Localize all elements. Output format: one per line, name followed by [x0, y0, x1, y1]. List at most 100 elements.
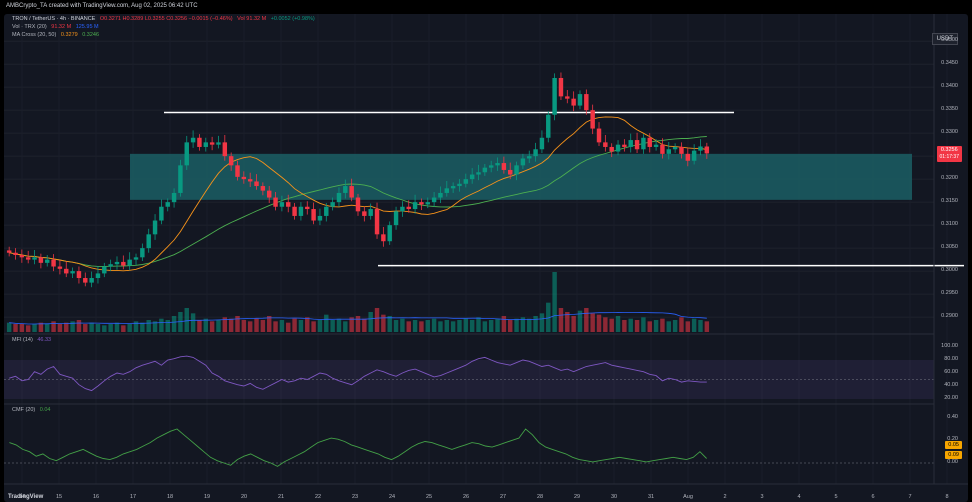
volume-bar: [596, 314, 602, 332]
legend-ma-v2: 0.3246: [82, 32, 100, 38]
volume-bar: [590, 313, 595, 332]
candle-body: [197, 137, 202, 147]
time-tick-label: 15: [55, 494, 63, 500]
volume-bar: [89, 322, 94, 332]
candle-body: [254, 181, 259, 187]
chart-credit-header: AMBCrypto_TA created with TradingView.co…: [6, 3, 198, 9]
candle-body: [203, 142, 209, 147]
volume-bar: [133, 321, 139, 332]
candle-body: [19, 255, 25, 258]
candle-body: [305, 206, 310, 210]
volume-bar: [482, 321, 488, 332]
time-tick-label: Aug: [683, 494, 693, 500]
volume-bar: [425, 320, 430, 332]
candle-body: [247, 179, 253, 182]
last-price-countdown: 01:17:37: [939, 154, 959, 161]
legend-vol: Vol 91.32 M: [237, 16, 267, 22]
volume-bar: [488, 320, 494, 332]
volume-bar: [127, 324, 132, 332]
volume-bar: [228, 318, 234, 332]
volume-bar: [527, 318, 532, 332]
candle-body: [653, 144, 659, 147]
candle-body: [336, 192, 342, 203]
volume-bar: [463, 318, 469, 332]
candle-body: [6, 250, 12, 253]
volume-bar: [368, 312, 373, 332]
legend-ohlc: O0.3271 H0.3289 L0.3255 C0.3256 −0.0015 …: [99, 16, 233, 22]
price-tick-label: 0.3150: [941, 198, 958, 205]
candle-body: [165, 202, 170, 207]
candle-body: [51, 259, 56, 267]
volume-bar: [222, 317, 228, 332]
candle-body: [83, 278, 88, 283]
time-tick-label: 30: [610, 494, 618, 500]
candle-body: [286, 202, 291, 207]
volume-bar: [628, 318, 633, 332]
candle-body: [501, 163, 507, 170]
currency-button[interactable]: USDT: [931, 33, 958, 45]
candle-body: [450, 186, 456, 189]
volume-bar: [254, 318, 259, 332]
chart-area[interactable]: USDT TRON / TetherUS · 4h · BINANCE O0.3…: [4, 14, 968, 502]
volume-average-line: [9, 311, 707, 325]
tradingview-logo: TradingView: [8, 494, 44, 500]
volume-bar: [330, 320, 335, 332]
mfi-tick-label: 80.00: [944, 356, 958, 362]
price-tick-label: 0.2900: [941, 313, 958, 320]
volume-bar: [514, 318, 519, 332]
volume-bar: [298, 320, 304, 332]
candle-body: [552, 77, 557, 115]
price-chart-svg[interactable]: [4, 14, 968, 502]
legend-symbol-row[interactable]: TRON / TetherUS · 4h · BINANCE O0.3271 H…: [12, 16, 315, 22]
legend-cmf-label: CMF (20): [12, 407, 36, 413]
candle-body: [507, 169, 513, 175]
time-tick-label: 17: [129, 494, 137, 500]
volume-bar: [431, 318, 437, 332]
candle-body: [691, 150, 697, 161]
candle-body: [209, 142, 215, 145]
volume-bar: [476, 317, 481, 332]
candle-body: [184, 142, 189, 166]
candle-body: [660, 144, 665, 154]
legend-ma-row[interactable]: MA Cross (20, 50) 0.3279 0.3246: [12, 32, 99, 38]
legend-mfi-value: 46.33: [37, 337, 52, 343]
volume-bar: [171, 316, 177, 332]
legend-mfi-label: MFI (14): [12, 337, 33, 343]
candle-body: [32, 257, 37, 260]
time-tick-label: 25: [425, 494, 433, 500]
volume-bar: [140, 322, 145, 332]
last-price-value: 0.3256: [940, 147, 958, 154]
volume-bar: [507, 320, 513, 332]
time-tick-label: 14: [18, 494, 26, 500]
time-tick-label: 24: [388, 494, 396, 500]
candle-body: [260, 186, 266, 191]
candle-body: [527, 156, 532, 159]
volume-bar: [159, 318, 164, 332]
candle-body: [685, 153, 691, 161]
volume-bar: [70, 321, 75, 332]
volume-bar: [641, 317, 646, 332]
candle-body: [698, 146, 703, 151]
cmf-badge-primary: 0.05: [945, 441, 962, 449]
legend-cmf-row[interactable]: CMF (20) 0.04: [12, 407, 50, 413]
volume-bar: [622, 320, 627, 332]
volume-bar: [317, 320, 323, 332]
price-tick-label: 0.3000: [941, 267, 958, 274]
candle-body: [539, 137, 545, 150]
candle-body: [444, 188, 450, 193]
legend-volume-row[interactable]: Vol · TRX (20) 91.32 M 125.95 M: [12, 24, 99, 30]
candle-body: [469, 174, 475, 180]
time-tick-label: 23: [351, 494, 359, 500]
volume-bar: [457, 320, 462, 332]
candle-body: [64, 268, 69, 274]
candle-body: [520, 158, 526, 166]
candlestick-series: [6, 72, 710, 288]
volume-bars: [6, 272, 710, 332]
candle-body: [13, 252, 18, 256]
candle-body: [641, 137, 646, 150]
time-tick-label: 3: [760, 494, 764, 500]
legend-mfi-row[interactable]: MFI (14) 46.33: [12, 337, 51, 343]
volume-bar: [660, 318, 665, 332]
price-tick-label: 0.3100: [941, 221, 958, 228]
